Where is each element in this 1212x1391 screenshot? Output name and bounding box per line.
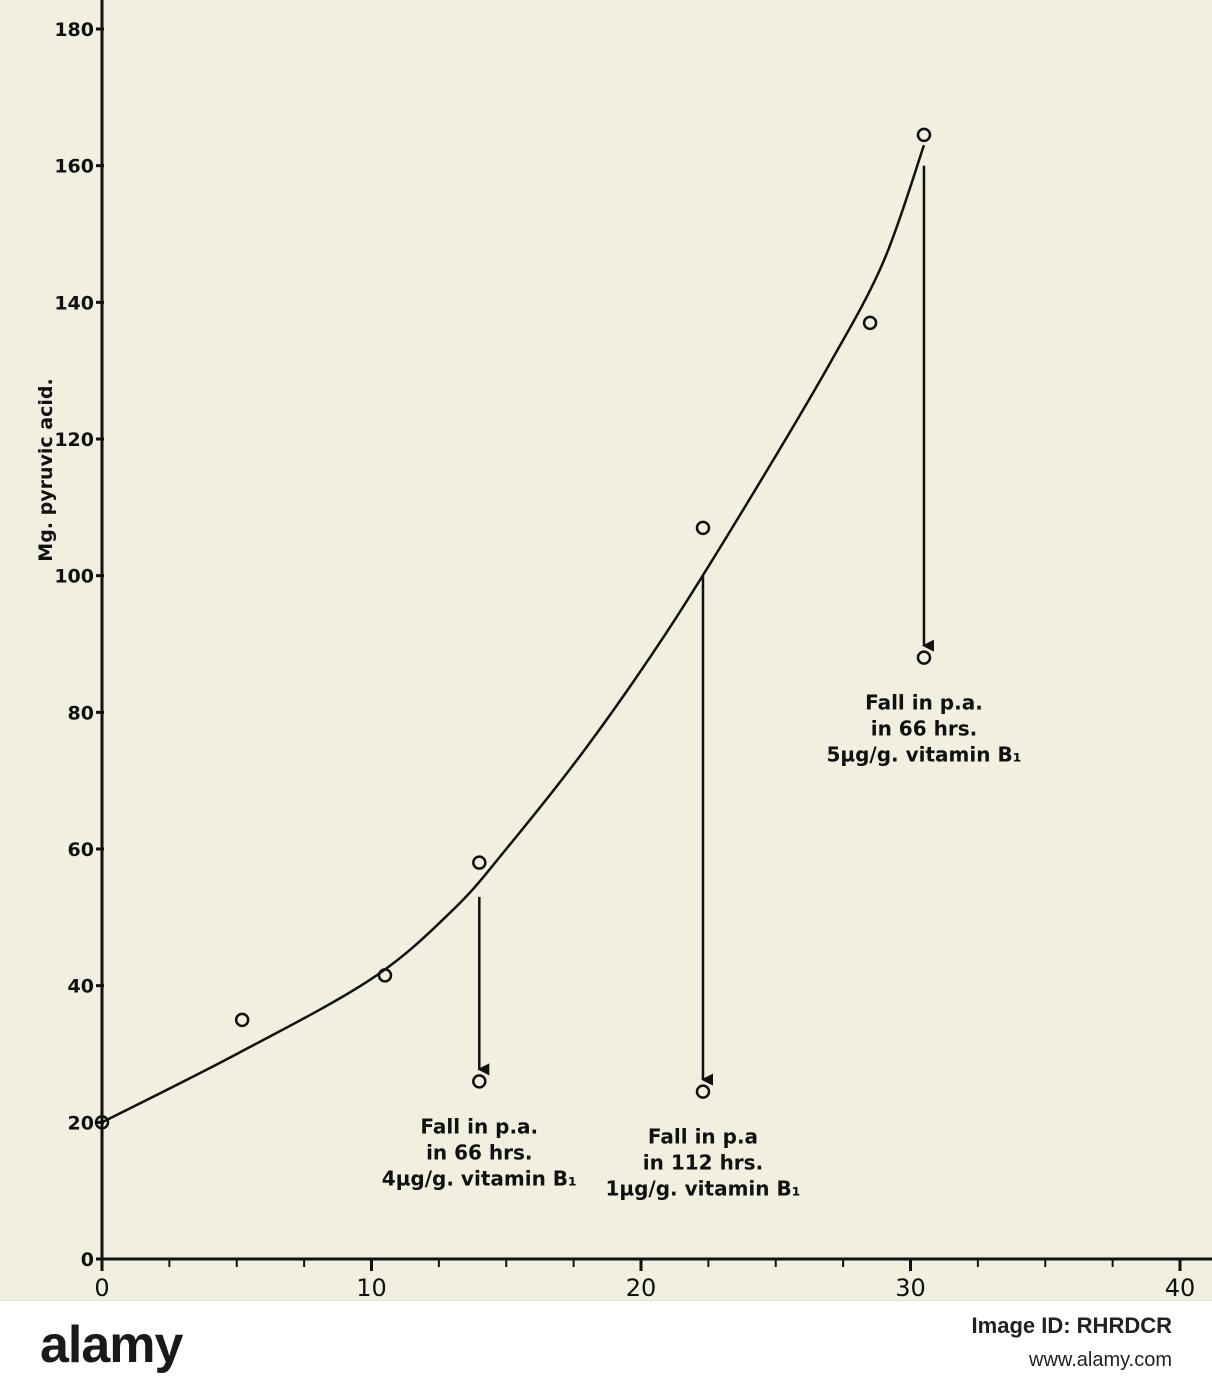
annotation-label: Fall in p.a. in 66 hrs. 4µg/g. vitamin B₁ [382, 1114, 577, 1190]
chart: 0 20 40 60 80 100 120 140 160 180 0 10 20 30 40 Mg. p… [35, 0, 1212, 1300]
data-point [695, 520, 711, 536]
data-point [377, 968, 393, 983]
x-tick-label: 0 [94, 1274, 109, 1300]
y-tick-label: 140 [54, 292, 94, 314]
annotation-label-line: in 66 hrs. [426, 1140, 532, 1164]
annotation: Fall in p.a. in 66 hrs. 4µg/g. vitamin B₁ [382, 896, 577, 1190]
data-point [472, 855, 487, 870]
axes [100, 0, 1212, 1261]
data-point [94, 1115, 110, 1130]
x-tick-label: 30 [895, 1274, 926, 1300]
watermark-footer: alamy Image ID: RHRDCR www.alamy.com [0, 1300, 1212, 1391]
y-tick-label: 0 [81, 1249, 94, 1271]
annotation-label-line: Fall in p.a. [420, 1114, 538, 1138]
annotation-point [695, 1084, 711, 1099]
y-tick-label: 80 [68, 702, 94, 724]
watermark-image-id: Image ID: RHRDCR [971, 1313, 1172, 1338]
annotation-label-line: in 112 hrs. [643, 1151, 763, 1175]
annotation-label-line: 5µg/g. vitamin B₁ [826, 743, 1021, 767]
data-point [234, 1012, 250, 1028]
watermark-url: www.alamy.com [1029, 1349, 1172, 1371]
annotation-label: Fall in p.a. in 66 hrs. 5µg/g. vitamin B₁ [826, 691, 1021, 767]
y-tick-label: 160 [54, 156, 94, 178]
annotation-label-line: Fall in p.a [648, 1125, 758, 1149]
data-point [916, 127, 932, 143]
x-tick-label: 20 [626, 1274, 657, 1300]
x-tick-group: 0 10 20 30 40 [94, 1259, 1195, 1300]
annotation-label-line: Fall in p.a. [865, 691, 983, 715]
x-tick-label: 10 [356, 1274, 387, 1300]
y-tick-label: 120 [54, 429, 94, 451]
annotation: Fall in p.a. in 66 hrs. 5µg/g. vitamin B₁ [826, 165, 1021, 767]
data-point [862, 315, 878, 331]
annotation-layer: Fall in p.a. in 66 hrs. 4µg/g. vitamin B₁F… [382, 165, 1021, 1201]
y-axis-label: Mg. pyruvic acid. [35, 378, 57, 561]
watermark-logo: alamy [40, 1316, 183, 1374]
y-tick-label: 40 [68, 976, 94, 998]
y-tick-group: 0 20 40 60 80 100 120 140 160 180 [54, 19, 104, 1271]
annotation-point [916, 650, 932, 665]
y-tick-label: 20 [68, 1112, 94, 1134]
y-tick-label: 100 [54, 566, 94, 588]
fitted-curve [101, 144, 926, 1124]
annotation-label-line: 4µg/g. vitamin B₁ [382, 1166, 577, 1190]
annotation-point [472, 1074, 487, 1089]
annotation-label-line: 1µg/g. vitamin B₁ [605, 1177, 800, 1201]
annotation-label-line: in 66 hrs. [871, 717, 977, 741]
series-layer [94, 127, 932, 1130]
y-tick-label: 60 [68, 839, 94, 861]
annotation: Fall in p.a in 112 hrs. 1µg/g. vitamin B₁ [605, 575, 800, 1201]
x-tick-label: 40 [1165, 1274, 1196, 1300]
y-tick-label: 180 [54, 19, 94, 41]
annotation-label: Fall in p.a in 112 hrs. 1µg/g. vitamin B₁ [605, 1125, 800, 1201]
